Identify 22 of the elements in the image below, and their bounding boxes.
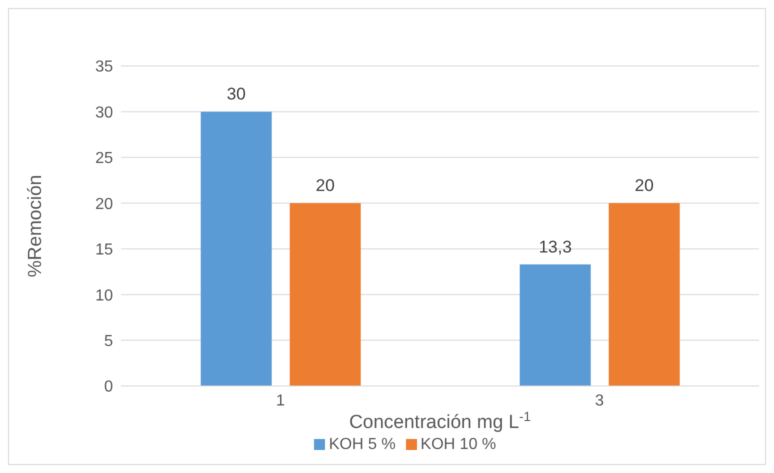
y-tick-label: 30 (95, 104, 114, 122)
y-tick-label: 10 (95, 287, 114, 304)
legend-label: KOH 10 % (420, 436, 496, 453)
y-tick-label: 0 (104, 378, 114, 396)
y-axis-title: %Remoción (25, 174, 46, 278)
y-tick-label: 25 (95, 150, 114, 168)
x-tick-label: 3 (595, 392, 604, 410)
data-label: 13,3 (538, 237, 572, 256)
bar (608, 203, 680, 386)
bar (200, 112, 272, 386)
y-tick-label: 5 (104, 332, 114, 350)
x-axis-title: Concentración mg L$^{-1}$ (349, 408, 531, 433)
y-tick-label: 35 (95, 58, 114, 76)
bar (520, 264, 591, 386)
data-label: 20 (634, 176, 654, 196)
legend-label: KOH 5 % (328, 436, 396, 453)
y-tick-label: 20 (95, 196, 114, 213)
data-label: 30 (226, 84, 246, 104)
data-label: 20 (316, 176, 335, 196)
bar (290, 203, 361, 386)
y-tick-label: 15 (95, 242, 114, 259)
x-tick-label: 1 (276, 392, 286, 410)
